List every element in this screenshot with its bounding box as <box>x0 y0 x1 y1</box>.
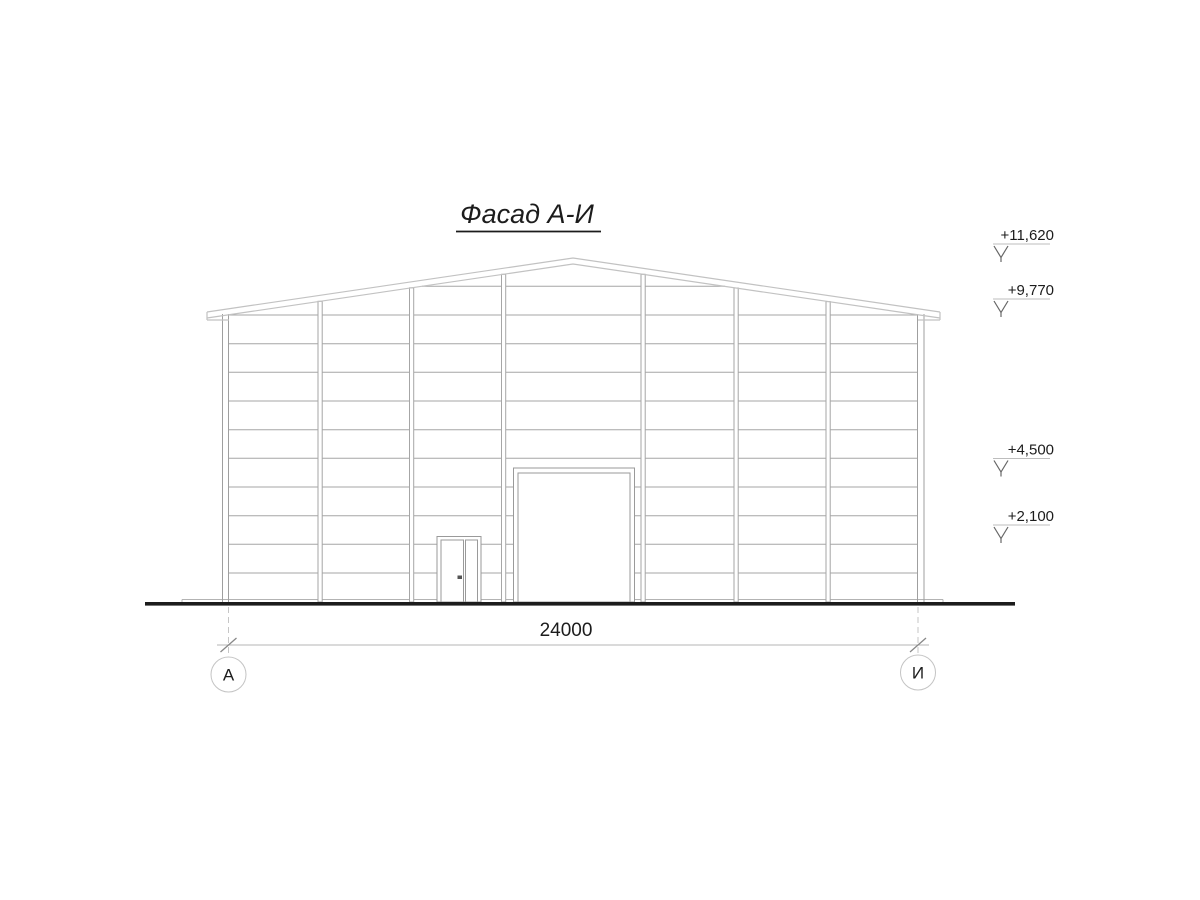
level-arrow-icon <box>993 460 1009 474</box>
elevation-label: +9,770 <box>1008 282 1054 299</box>
elevation-mark-door-top: +2,100 <box>993 508 1054 543</box>
level-arrow-icon <box>993 245 1009 259</box>
elevation-mark-gate-top: +4,500 <box>993 442 1054 477</box>
elevation-mark-eave: +9,770 <box>993 282 1054 317</box>
mullion <box>501 273 507 603</box>
elevation-label: +4,500 <box>1008 442 1054 459</box>
elevation-label: +2,100 <box>1008 508 1054 525</box>
axis-label-left: А <box>223 666 235 685</box>
door-handle <box>457 575 462 579</box>
mullion <box>640 273 646 603</box>
axis-bubble-right: И <box>900 654 936 691</box>
level-arrow-icon <box>993 526 1009 540</box>
mullion <box>317 300 323 603</box>
mullion <box>825 301 831 603</box>
gate-door <box>513 467 635 603</box>
mullion <box>733 287 739 603</box>
dimension-tick <box>220 637 237 653</box>
elevation-mark-ridge: +11,620 <box>993 227 1054 262</box>
drawing-title: Фасад А-И <box>460 199 594 229</box>
dimension-tick <box>909 637 927 653</box>
level-arrow-icon <box>993 300 1009 314</box>
dimension-label: 24000 <box>540 620 593 641</box>
roof-outline <box>206 257 941 321</box>
mullion <box>409 287 415 603</box>
corner-columns <box>222 314 925 602</box>
elevation-label: +11,620 <box>1000 227 1054 244</box>
axis-label-right: И <box>912 664 924 683</box>
axis-extension-lines <box>228 607 919 656</box>
axis-bubble-left: А <box>210 656 247 693</box>
entry-door <box>436 536 482 603</box>
dimension-line: 24000 <box>217 620 929 653</box>
ground-line <box>145 602 1015 606</box>
